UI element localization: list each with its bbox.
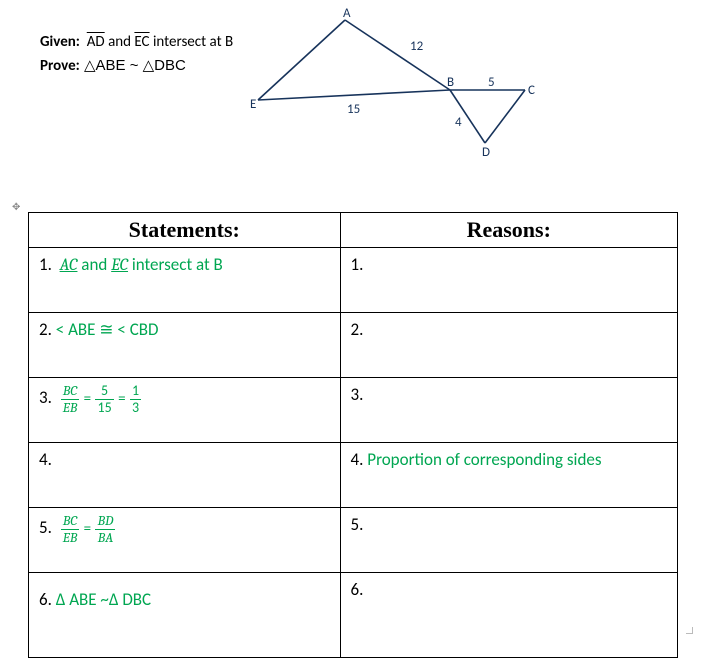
table-row: 1. AC and EC intersect at B 1. [29,248,678,313]
len-bd: 4 [455,115,462,130]
segment-ad: AD [87,33,105,51]
table-move-handle-icon[interactable]: ✥ [12,200,20,213]
statement-6: 6. Δ ABE ~Δ DBC [29,573,341,658]
point-a-label: A [343,8,351,21]
point-c-label: C [528,83,535,98]
given-line: Given: AD and EC intersect at B [40,30,233,54]
reason-2: 2. [340,313,677,378]
point-e-label: E [250,97,256,112]
table-row: 2. < ABE ≅ < CBD 2. [29,313,678,378]
statement-4: 4. [29,443,341,508]
table-row: 4. 4. Proportion of corresponding sides [29,443,678,508]
statement-1: 1. AC and EC intersect at B [29,248,341,313]
table-header-row: Statements: Reasons: [29,213,678,248]
reason-3: 3. [340,378,677,443]
len-bc: 5 [488,75,495,90]
reason-1: 1. [340,248,677,313]
table-row: 6. Δ ABE ~Δ DBC 6. [29,573,678,658]
point-b-label: B [447,75,454,90]
reason-5: 5. [340,508,677,573]
given-prove-block: Given: AD and EC intersect at B Prove: △… [40,30,233,78]
triangle-diagram: A E B C D 12 15 5 4 [250,8,550,158]
given-label: Given: [40,33,80,51]
table-row: 3. BCEB = 515 = 13 3. [29,378,678,443]
statements-header: Statements: [29,213,341,248]
prove-line: Prove: △ABE ~ △DBC [40,54,233,78]
point-d-label: D [482,145,490,158]
problem-header: Given: AD and EC intersect at B Prove: △… [0,0,701,165]
reason-4: 4. Proportion of corresponding sides [340,443,677,508]
segment-ec: EC [134,33,149,51]
statement-3: 3. BCEB = 515 = 13 [29,378,341,443]
seg-ac: AC [60,256,78,275]
len-eb: 15 [347,102,360,117]
reasons-header: Reasons: [340,213,677,248]
len-ab: 12 [410,39,424,54]
seg-ec: EC [111,256,128,275]
statement-5: 5. BCEB = BDBA [29,508,341,573]
proof-table: Statements: Reasons: 1. AC and EC inters… [28,212,678,658]
table-row: 5. BCEB = BDBA 5. [29,508,678,573]
resize-handle-icon[interactable] [686,627,693,634]
prove-text: △ABE ~ △DBC [80,57,186,74]
prove-label: Prove: [40,57,80,75]
statement-2: 2. < ABE ≅ < CBD [29,313,341,378]
reason-6: 6. [340,573,677,658]
